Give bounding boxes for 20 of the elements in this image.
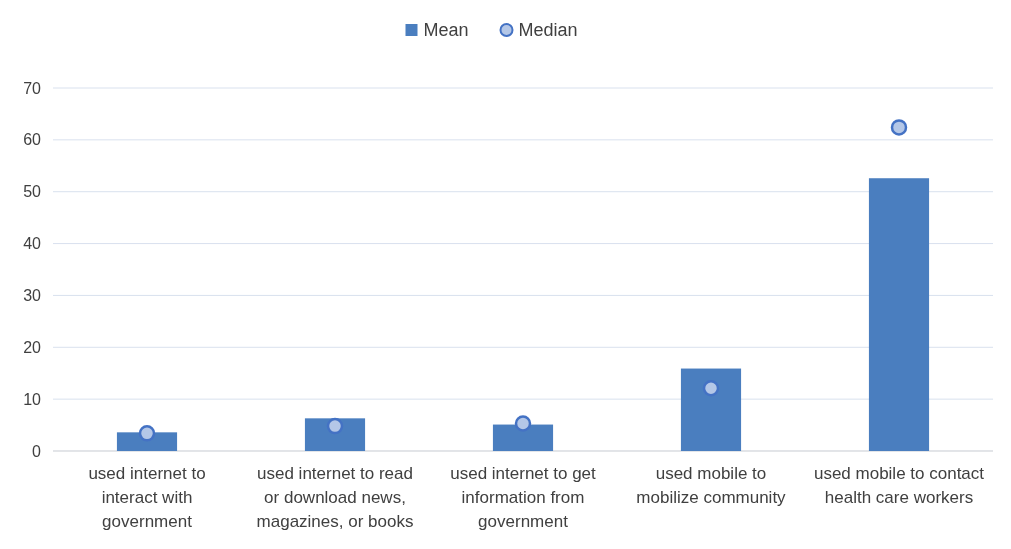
x-tick-label: used mobile to contact health care workers (813, 464, 985, 507)
y-tick-label: 60 (23, 131, 42, 149)
y-tick-label: 10 (23, 390, 42, 408)
y-tick-label: 40 (23, 235, 42, 253)
legend-label: Mean (423, 20, 469, 41)
y-tick-label: 50 (23, 183, 42, 201)
point (514, 415, 532, 432)
y-tick-label: 20 (23, 338, 42, 356)
bar (868, 178, 930, 451)
x-tick-label: used internet to read or download news, magazines, or books (256, 464, 414, 531)
x-tick-label: used mobile to mobilize community (636, 464, 787, 507)
y-tick-label: 0 (32, 442, 42, 460)
bar (680, 368, 742, 451)
x-tick-label: used internet to get information from government (450, 464, 597, 531)
point (890, 119, 908, 136)
point (702, 380, 720, 397)
x-tick-label: used internet to interact with government (88, 464, 206, 531)
y-tick-label: 70 (23, 79, 42, 97)
legend-label: Median (518, 20, 578, 41)
y-tick-label: 30 (23, 287, 42, 305)
